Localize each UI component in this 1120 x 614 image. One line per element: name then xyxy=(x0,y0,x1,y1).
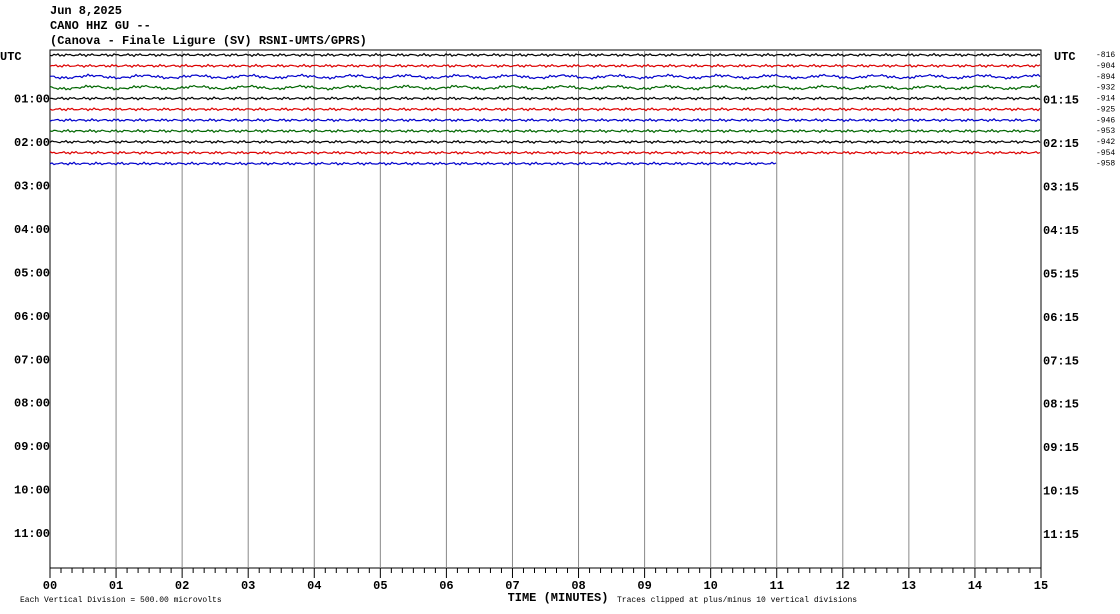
right-hour-label: 10:15 xyxy=(1043,485,1079,499)
trace-offset: -932 xyxy=(1096,84,1115,93)
seismic-trace xyxy=(49,161,777,166)
seismic-trace xyxy=(49,150,1041,155)
right-axis-title: UTC xyxy=(1054,50,1076,64)
x-tick-label: 00 xyxy=(43,579,57,593)
right-hour-label: 06:15 xyxy=(1043,311,1079,325)
seismic-trace xyxy=(49,128,1041,134)
seismic-trace xyxy=(49,107,1041,112)
seismic-trace xyxy=(49,139,1041,145)
seismic-trace xyxy=(49,52,1041,58)
x-tick-label: 04 xyxy=(307,579,321,593)
right-hour-label: 09:15 xyxy=(1043,441,1079,455)
left-hour-label: 10:00 xyxy=(14,484,50,498)
x-axis-title: TIME (MINUTES) xyxy=(508,591,609,605)
right-hour-label: 11:15 xyxy=(1043,528,1079,542)
trace-offset: -925 xyxy=(1096,105,1115,114)
left-axis-title: UTC xyxy=(0,50,22,64)
x-tick-label: 02 xyxy=(175,579,189,593)
x-tick-label: 08 xyxy=(571,579,585,593)
x-tick-label: 13 xyxy=(902,579,916,593)
trace-offset: -816 xyxy=(1096,51,1115,60)
seismic-trace xyxy=(49,73,1041,81)
x-tick-label: 05 xyxy=(373,579,387,593)
seismic-trace xyxy=(49,117,1041,123)
left-hour-label: 04:00 xyxy=(14,223,50,237)
left-hour-label: 07:00 xyxy=(14,353,50,367)
x-tick-label: 12 xyxy=(836,579,850,593)
x-tick-label: 10 xyxy=(703,579,717,593)
left-hour-label: 01:00 xyxy=(14,93,50,107)
x-tick-label: 07 xyxy=(505,579,519,593)
trace-offset: -904 xyxy=(1096,62,1115,71)
trace-offset: -946 xyxy=(1096,116,1115,125)
right-hour-label: 04:15 xyxy=(1043,224,1079,238)
right-hour-label: 08:15 xyxy=(1043,398,1079,412)
seismic-trace xyxy=(49,84,1041,91)
right-hour-label: 02:15 xyxy=(1043,137,1079,151)
trace-offset: -914 xyxy=(1096,95,1115,104)
station: CANO HHZ GU -- xyxy=(50,19,151,33)
trace-offset: -954 xyxy=(1096,149,1115,158)
trace-offset: -894 xyxy=(1096,73,1115,82)
left-hour-label: 05:00 xyxy=(14,266,50,280)
left-hour-label: 02:00 xyxy=(14,136,50,150)
left-hour-label: 03:00 xyxy=(14,179,50,193)
seismic-trace xyxy=(49,63,1041,69)
right-hour-label: 03:15 xyxy=(1043,180,1079,194)
left-hour-label: 09:00 xyxy=(14,440,50,454)
left-hour-label: 06:00 xyxy=(14,310,50,324)
scale-note: Each Vertical Division = 500.00 microvol… xyxy=(20,596,222,605)
right-hour-label: 05:15 xyxy=(1043,267,1079,281)
seismic-trace xyxy=(49,96,1041,101)
left-hour-label: 11:00 xyxy=(14,527,50,541)
trace-offset: -953 xyxy=(1096,127,1115,136)
trace-offset: -958 xyxy=(1096,160,1115,169)
plot-frame xyxy=(49,49,1042,569)
right-hour-label: 07:15 xyxy=(1043,354,1079,368)
location: (Canova - Finale Ligure (SV) RSNI-UMTS/G… xyxy=(50,34,367,48)
trace-offset: -942 xyxy=(1096,138,1115,147)
date: Jun 8,2025 xyxy=(50,4,122,18)
right-hour-label: 01:15 xyxy=(1043,94,1079,108)
clip-note: Traces clipped at plus/minus 10 vertical… xyxy=(617,596,857,605)
x-tick-label: 06 xyxy=(439,579,453,593)
x-tick-label: 14 xyxy=(968,579,982,593)
left-hour-label: 08:00 xyxy=(14,397,50,411)
x-tick-label: 09 xyxy=(637,579,651,593)
x-tick-label: 01 xyxy=(109,579,123,593)
x-tick-label: 15 xyxy=(1034,579,1048,593)
x-tick-label: 11 xyxy=(770,579,784,593)
x-tick-label: 03 xyxy=(241,579,255,593)
